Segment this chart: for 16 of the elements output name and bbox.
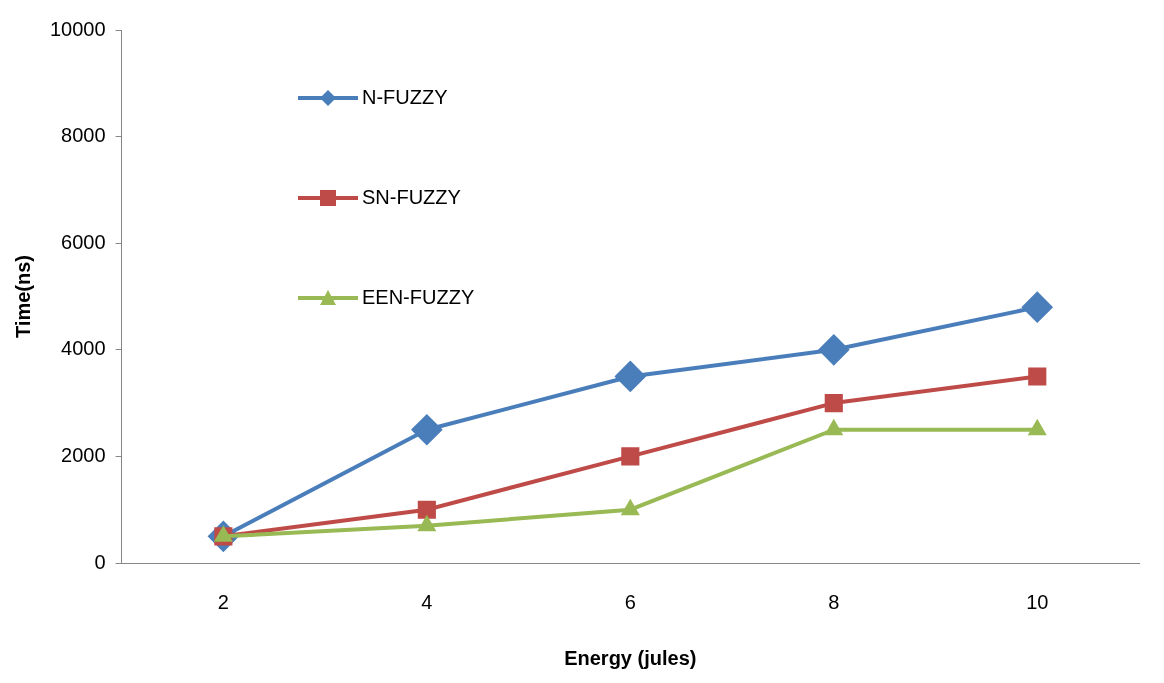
x-tick-label: 10: [1026, 590, 1049, 613]
y-tick-label: 8000: [61, 124, 106, 147]
y-tick-label: 6000: [61, 230, 106, 253]
x-axis-title: Energy (jules): [564, 646, 697, 669]
x-tick-label: 6: [624, 590, 636, 613]
x-tick-label: 8: [828, 590, 840, 613]
y-axis-title: Time(ns): [11, 255, 34, 338]
x-tick-label: 4: [421, 590, 433, 613]
x-tick-label: 2: [217, 590, 229, 613]
legend-label: N-FUZZY: [362, 86, 448, 109]
y-tick-label: 4000: [61, 337, 106, 360]
y-tick-label: 10000: [49, 17, 106, 40]
y-tick-label: 0: [94, 550, 106, 573]
y-tick-label: 2000: [61, 443, 106, 466]
legend-label: SN-FUZZY: [362, 186, 461, 209]
legend-label: EEN-FUZZY: [362, 286, 475, 309]
